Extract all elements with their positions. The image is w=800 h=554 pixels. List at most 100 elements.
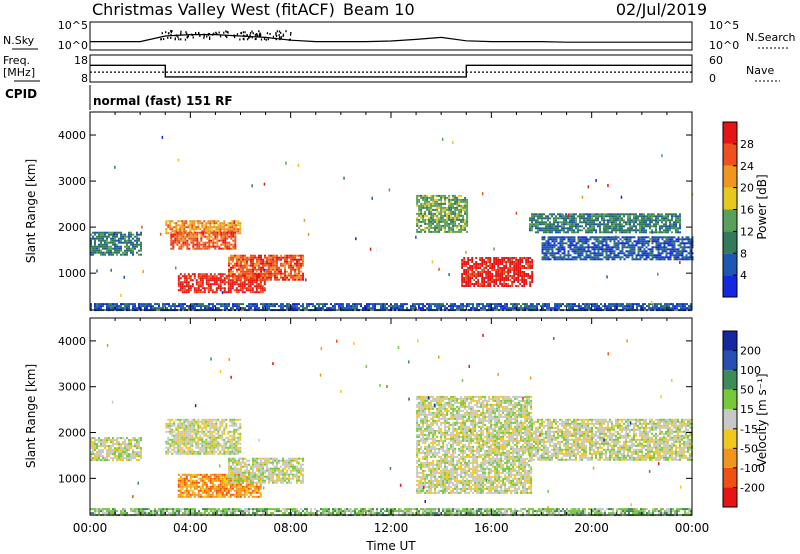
rti-cell	[240, 262, 242, 265]
rti-cell	[179, 224, 182, 227]
rti-cell	[238, 272, 240, 275]
rti-cell	[260, 266, 262, 269]
rti-cell	[647, 217, 649, 220]
rti-cell	[452, 307, 454, 310]
rti-cell	[228, 278, 230, 281]
rti-cell	[96, 249, 98, 252]
rti-cell	[651, 221, 653, 224]
rti-cell	[619, 225, 621, 228]
rti-cell	[603, 229, 605, 232]
rti-cell	[511, 285, 514, 287]
rti-cell	[479, 275, 482, 277]
rti-cell	[138, 249, 140, 252]
nsky-spike	[203, 34, 205, 37]
rti-cell	[499, 283, 502, 285]
rti-cell	[256, 276, 258, 279]
rti-cell	[364, 305, 366, 308]
rti-cell	[229, 230, 232, 233]
rti-cell	[501, 257, 504, 259]
rti-cell	[650, 307, 652, 310]
rti-cell	[346, 305, 348, 308]
rti-cell	[296, 274, 298, 277]
rti-cell	[593, 256, 596, 259]
rti-cell	[526, 305, 528, 308]
rti-cell	[584, 305, 586, 308]
rti-cell	[118, 305, 120, 308]
rti-cell	[541, 219, 543, 222]
rti-cell	[254, 266, 256, 269]
rti-cell	[527, 263, 530, 265]
rti-cell	[583, 246, 586, 249]
rti-cell	[599, 229, 601, 232]
rti-cell	[234, 256, 236, 259]
rti-cell	[543, 229, 545, 232]
rti-cell	[683, 256, 686, 259]
rti-cell	[635, 258, 638, 261]
rti-cell	[179, 418, 182, 421]
rti-cell	[106, 243, 108, 246]
rti-cell	[521, 265, 524, 267]
rti-cell	[302, 305, 304, 308]
rti-cell	[456, 216, 459, 219]
rti-cell	[663, 217, 665, 220]
rti-cell	[124, 307, 126, 310]
rti-cell	[173, 442, 176, 445]
rti-cell	[501, 275, 504, 277]
rti-cell	[615, 213, 617, 216]
rti-cell	[597, 244, 600, 247]
rti-cell	[458, 307, 460, 310]
rti-cell	[236, 262, 238, 265]
rti-cell	[189, 220, 192, 223]
rti-cell	[477, 281, 480, 283]
rti-cell	[242, 272, 244, 275]
rti-cell	[629, 229, 631, 232]
rti-cell	[216, 303, 218, 306]
rti-cell	[426, 218, 429, 221]
rti-cell	[177, 446, 180, 449]
rti-cell	[479, 271, 482, 273]
rti-cell	[647, 213, 649, 216]
rti-cell	[466, 208, 469, 211]
rti-cell	[587, 215, 589, 218]
rti-cell	[270, 272, 272, 275]
rti-cell	[187, 285, 190, 288]
rti-cell	[104, 243, 106, 246]
rti-cell	[400, 303, 402, 306]
rti-cell	[177, 220, 180, 223]
rti-cell	[569, 213, 571, 216]
rti-cell	[563, 225, 565, 228]
rti-cell	[464, 224, 467, 227]
rti-cell	[420, 303, 422, 306]
rti-cell	[208, 307, 210, 310]
rti-cell	[187, 436, 190, 439]
rti-cell	[120, 241, 122, 244]
rti-cell	[563, 252, 566, 255]
rti-cell	[252, 305, 254, 308]
rti-cell	[633, 244, 636, 247]
rti-cell	[458, 208, 461, 211]
nsky-spike	[260, 33, 262, 36]
rti-cell	[613, 246, 616, 249]
rti-cell	[657, 256, 660, 259]
rti-cell	[175, 446, 178, 449]
rti-cell	[581, 250, 584, 253]
rti-cell	[173, 450, 176, 453]
rti-cell	[585, 223, 587, 226]
rti-cell	[458, 305, 460, 308]
rti-cell	[579, 246, 582, 249]
rti-cell	[487, 281, 490, 283]
rti-cell	[444, 305, 446, 308]
rti-cell	[599, 213, 601, 216]
rti-cell	[605, 236, 608, 239]
rti-cell	[263, 281, 266, 284]
rti-cell	[231, 224, 234, 227]
rti-cell	[579, 217, 581, 220]
rti-cell	[228, 258, 230, 261]
rti-cell	[573, 229, 575, 232]
rti-cell	[625, 242, 628, 245]
rti-cell	[595, 258, 598, 261]
rti-cell	[637, 217, 639, 220]
nsky-spike	[195, 32, 197, 34]
rti-cell	[183, 285, 186, 288]
rti-cell	[134, 235, 136, 238]
